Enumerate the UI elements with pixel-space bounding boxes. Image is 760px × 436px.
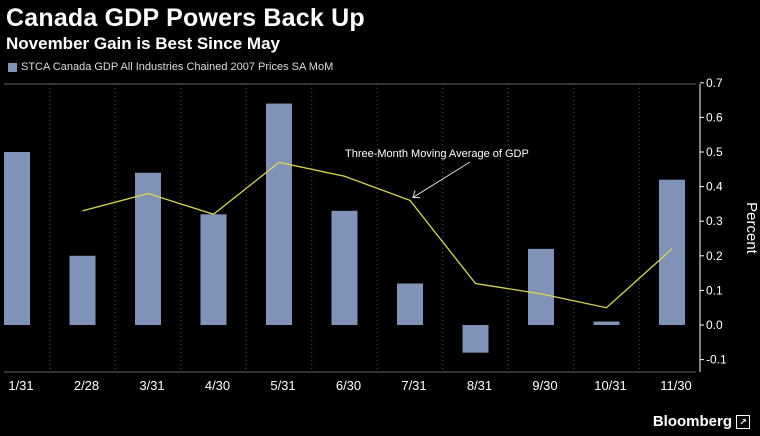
annotation-arrowhead — [412, 190, 420, 198]
bar-7-31 — [397, 283, 423, 325]
x-tick-label: 6/30 — [336, 378, 361, 393]
bar-9-30 — [528, 248, 554, 325]
chart-subtitle: November Gain is Best Since May — [6, 34, 280, 53]
x-tick-label: 4/30 — [205, 378, 230, 393]
y-tick-label: 0.6 — [706, 110, 723, 124]
moving-average-line — [82, 161, 673, 309]
y-tick-label: -0.1 — [706, 353, 727, 367]
legend-swatch — [8, 62, 17, 72]
bar-10-31 — [593, 321, 620, 325]
y-tick-label: 0.3 — [706, 214, 723, 228]
x-tick-label: 7/31 — [401, 378, 426, 393]
bar-8-31 — [462, 325, 489, 353]
brand-name: Bloomberg — [652, 413, 732, 430]
bloomberg-logo-icon: ↗ — [736, 414, 750, 429]
annotation-arrow — [412, 161, 471, 198]
x-tick-label: 1/31 — [8, 378, 33, 393]
y-tick-label: 0.7 — [706, 76, 723, 90]
bar-5-31 — [266, 103, 292, 325]
chart-title: Canada GDP Powers Back Up — [6, 4, 365, 32]
y-axis-label: Percent — [743, 202, 760, 255]
legend: STCA Canada GDP All Industries Chained 2… — [8, 61, 333, 73]
legend-label: STCA Canada GDP All Industries Chained 2… — [21, 61, 334, 73]
y-tick-label: 0.1 — [706, 283, 723, 297]
bar-2-28 — [69, 255, 96, 325]
x-tick-label: 2/28 — [74, 378, 99, 393]
bar-4-30 — [200, 214, 227, 325]
x-tick-label: 10/31 — [594, 378, 627, 393]
x-tick-label: 3/31 — [139, 378, 164, 393]
y-tick-label: 0.5 — [706, 145, 723, 159]
brand: Bloomberg ↗ — [653, 413, 750, 430]
bar-1-31 — [4, 152, 30, 325]
x-tick-label: 8/31 — [467, 378, 492, 393]
bar-3-31 — [135, 172, 161, 325]
x-tick-label: 5/31 — [270, 378, 295, 393]
annotation-text: Three-Month Moving Average of GDP — [345, 148, 529, 160]
bar-11-30 — [659, 179, 685, 325]
x-tick-label: 9/30 — [532, 378, 557, 393]
y-tick-label: 0.0 — [706, 318, 723, 332]
y-tick-label: 0.2 — [706, 249, 723, 263]
y-tick-label: 0.4 — [706, 180, 723, 194]
bar-6-30 — [331, 210, 358, 325]
x-tick-label: 11/30 — [660, 378, 692, 393]
